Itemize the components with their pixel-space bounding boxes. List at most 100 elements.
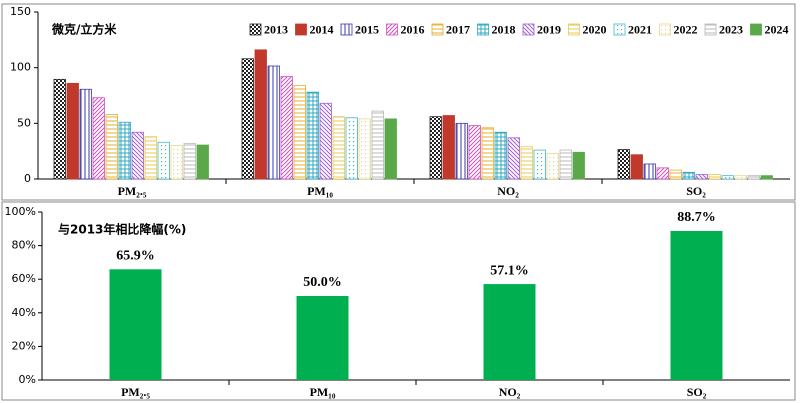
legend-label: 2019 bbox=[537, 22, 561, 36]
bar bbox=[455, 122, 468, 180]
legend-swatch bbox=[613, 23, 626, 36]
legend-swatch bbox=[295, 23, 307, 36]
bar bbox=[507, 137, 520, 180]
bar bbox=[332, 116, 345, 180]
legend-swatch bbox=[568, 23, 580, 36]
bar bbox=[66, 82, 79, 180]
legend-item: 2020 bbox=[568, 22, 607, 36]
bar bbox=[79, 88, 92, 180]
bar bbox=[721, 175, 734, 180]
legend-item: 2019 bbox=[522, 22, 561, 36]
legend-item: 2013 bbox=[249, 22, 288, 36]
bar bbox=[105, 114, 118, 180]
legend-swatch bbox=[249, 23, 262, 36]
x-tick-label: PM₁₀ bbox=[307, 184, 333, 198]
bar bbox=[170, 145, 183, 180]
bar bbox=[695, 174, 708, 180]
bar bbox=[533, 149, 546, 180]
legend-item: 2022 bbox=[659, 22, 698, 36]
bar bbox=[520, 146, 533, 180]
bar bbox=[747, 175, 760, 180]
bar bbox=[643, 163, 656, 180]
legend-label: 2013 bbox=[264, 22, 288, 36]
legend-item: 2017 bbox=[431, 22, 470, 36]
bar bbox=[617, 149, 630, 180]
value-label: 50.0% bbox=[303, 275, 342, 290]
y-tick-label: 20% bbox=[12, 339, 36, 352]
bottom-panel bbox=[1, 201, 796, 401]
bar bbox=[196, 144, 209, 180]
legend-swatch bbox=[431, 23, 444, 36]
y-tick-label: 60% bbox=[12, 272, 36, 285]
bar bbox=[559, 149, 572, 180]
x-tick-label: PM₂.₅ bbox=[118, 184, 147, 198]
legend-label: 2022 bbox=[674, 22, 698, 36]
bar bbox=[296, 296, 349, 380]
legend-swatch bbox=[659, 23, 671, 36]
bar bbox=[682, 171, 695, 180]
value-label: 57.1% bbox=[490, 263, 529, 278]
legend-label: 2014 bbox=[310, 22, 334, 36]
legend-swatch bbox=[522, 23, 535, 36]
legend-swatch bbox=[750, 23, 762, 36]
y-tick-label: 0% bbox=[19, 373, 36, 386]
bar bbox=[670, 230, 723, 380]
bar bbox=[92, 97, 105, 180]
bar bbox=[144, 136, 157, 180]
y-tick-label: 80% bbox=[12, 239, 36, 252]
x-tick-label: PM₁₀ bbox=[310, 385, 336, 399]
bar bbox=[371, 110, 384, 180]
bar bbox=[109, 269, 162, 380]
bar bbox=[656, 167, 669, 180]
y-tick-label: 40% bbox=[12, 306, 36, 319]
y-tick-label: 50 bbox=[17, 116, 31, 129]
legend-item: 2014 bbox=[295, 22, 334, 36]
legend-swatch bbox=[386, 23, 398, 36]
value-label: 65.9% bbox=[116, 249, 155, 264]
x-tick-label: SO₂ bbox=[686, 184, 706, 198]
value-label: 88.7% bbox=[677, 210, 716, 225]
bar bbox=[358, 118, 371, 180]
legend-item: 2024 bbox=[750, 22, 789, 36]
bar bbox=[384, 118, 397, 180]
bar bbox=[468, 125, 481, 180]
bar bbox=[483, 284, 536, 380]
bar bbox=[481, 127, 494, 180]
legend-item: 2018 bbox=[477, 22, 516, 36]
legend-item: 2016 bbox=[386, 22, 425, 36]
bar bbox=[494, 131, 507, 180]
bar bbox=[118, 121, 131, 180]
bar bbox=[546, 152, 559, 180]
legend-label: 2017 bbox=[446, 22, 470, 36]
x-tick-label: NO₂ bbox=[497, 184, 519, 198]
bar bbox=[267, 65, 280, 180]
legend-label: 2018 bbox=[492, 22, 516, 36]
legend-item: 2021 bbox=[613, 22, 652, 36]
legend-item: 2023 bbox=[704, 22, 743, 36]
bar bbox=[760, 175, 773, 180]
legend-swatch bbox=[477, 23, 489, 36]
bar bbox=[280, 76, 293, 180]
y-tick-label: 100 bbox=[10, 61, 31, 74]
bar bbox=[708, 174, 721, 180]
legend-label: 2021 bbox=[628, 22, 652, 36]
y-tick-label: 100% bbox=[5, 205, 36, 218]
bar bbox=[53, 78, 66, 180]
legend-swatch bbox=[704, 23, 717, 36]
chart-title: 与2013年相比降幅(%) bbox=[58, 222, 186, 237]
y-unit-label: 微克/立方米 bbox=[51, 22, 117, 37]
y-tick-label: 0 bbox=[24, 172, 31, 185]
bar bbox=[442, 115, 455, 180]
bar bbox=[254, 49, 267, 180]
legend-label: 2024 bbox=[765, 22, 789, 36]
legend-label: 2020 bbox=[583, 22, 607, 36]
bar bbox=[734, 175, 747, 180]
x-tick-label: NO₂ bbox=[499, 385, 521, 399]
bar bbox=[183, 142, 196, 180]
bar bbox=[157, 141, 170, 180]
x-tick-label: PM₂.₅ bbox=[121, 385, 150, 399]
legend-item: 2015 bbox=[340, 22, 379, 36]
legend-label: 2015 bbox=[355, 22, 379, 36]
bar bbox=[572, 151, 585, 180]
